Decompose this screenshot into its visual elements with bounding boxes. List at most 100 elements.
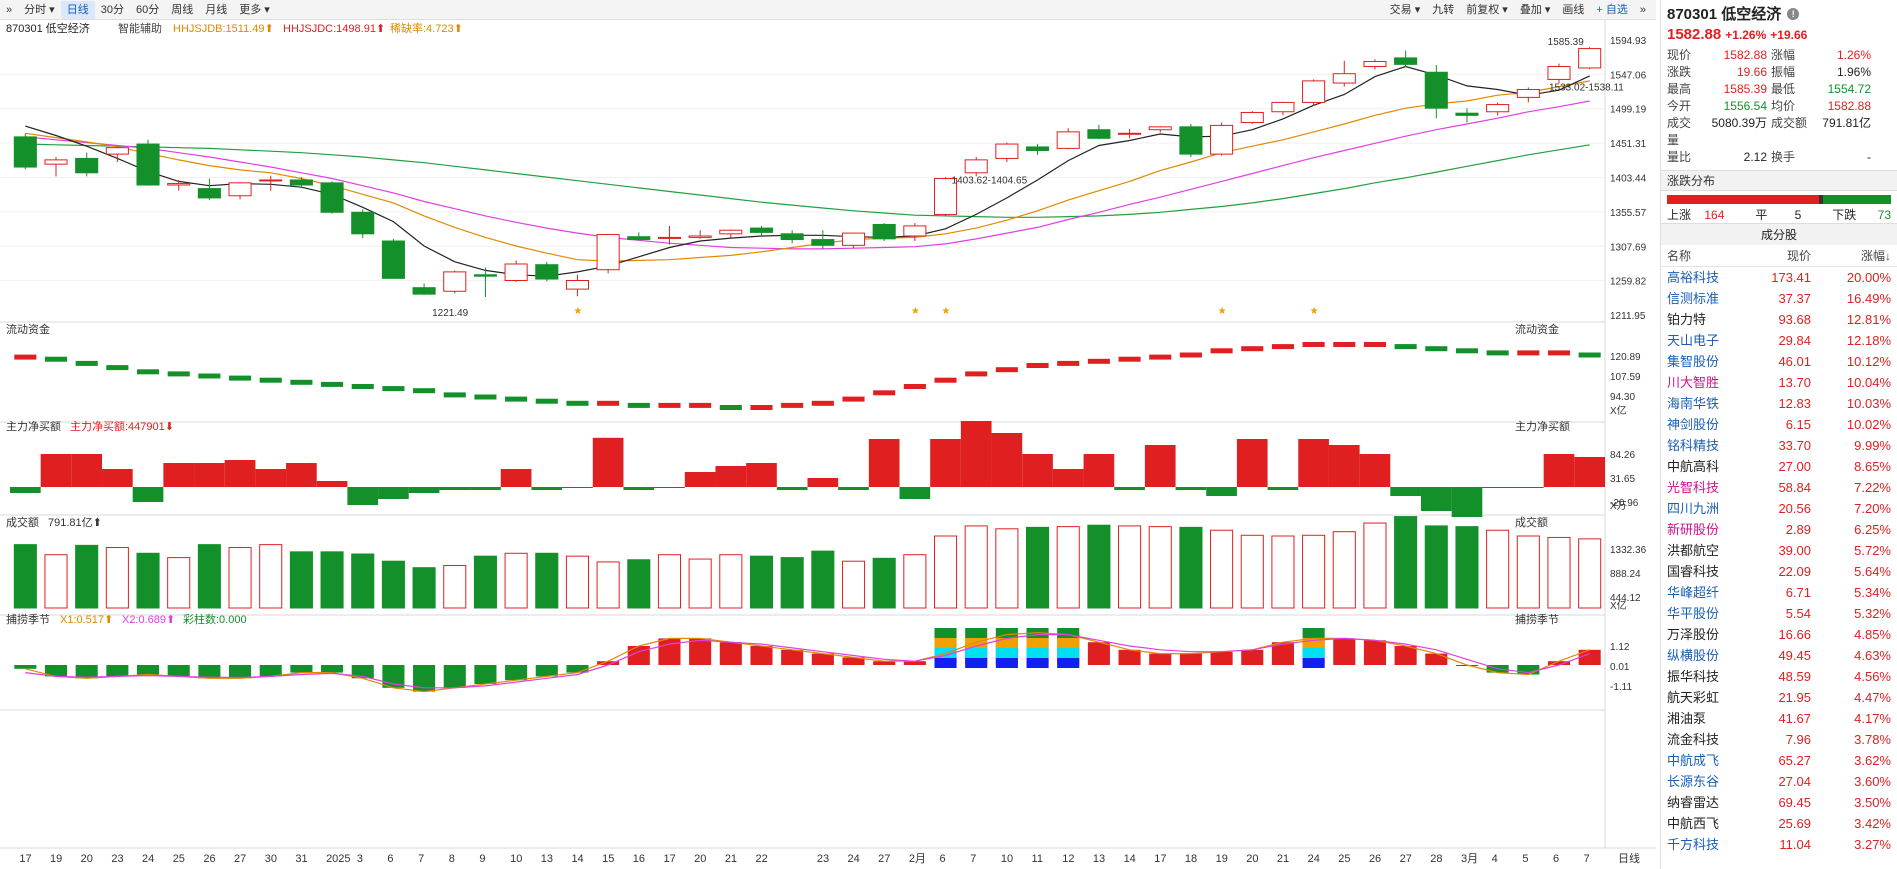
volume-bar [1486, 529, 1510, 609]
constituent-row[interactable]: 中航成飞 65.27 3.62% [1661, 750, 1897, 771]
tab-weekly[interactable]: 周线 [171, 3, 194, 16]
date-axis-label: 26 [203, 853, 215, 865]
constituent-row[interactable]: 华峰超纤 6.71 5.34% [1661, 582, 1897, 603]
constituent-name: 中航高科 [1667, 459, 1720, 474]
tab-daily[interactable]: 日线 [60, 0, 95, 19]
candle-body [504, 263, 528, 281]
constituent-name: 集智股份 [1667, 354, 1720, 369]
constituent-row[interactable]: 中航高科 27.00 8.65% [1661, 456, 1897, 477]
constituent-row[interactable]: 流金科技 7.96 3.78% [1661, 729, 1897, 750]
main-net-bar [408, 487, 440, 493]
info-icon[interactable]: ! [1787, 7, 1800, 20]
constituent-row[interactable]: 湘油泵 41.67 4.17% [1661, 708, 1897, 729]
date-axis-label: 4 [1492, 853, 1498, 865]
season-bar [229, 665, 252, 679]
date-axis-label: 7 [418, 853, 424, 865]
volume-bar [1118, 525, 1142, 609]
candle-body [780, 233, 804, 241]
constituent-name: 新研股份 [1667, 522, 1720, 537]
constituent-name: 信测标准 [1667, 291, 1720, 306]
constituent-row[interactable]: 新研股份 2.89 6.25% [1661, 519, 1897, 540]
constituent-row[interactable]: 海南华铁 12.83 10.03% [1661, 393, 1897, 414]
constituent-row[interactable]: 华平股份 5.54 5.32% [1661, 603, 1897, 624]
sub2-unit: X万 [1610, 501, 1627, 512]
volume-bar [1394, 516, 1418, 609]
constituent-name: 光智科技 [1667, 480, 1720, 495]
tab-30min[interactable]: 30分 [100, 3, 124, 16]
constituent-row[interactable]: 信测标准 37.37 16.49% [1661, 288, 1897, 309]
color-column [934, 638, 957, 648]
sub1-unit: X亿 [1610, 404, 1627, 417]
liquidity-bar [934, 377, 957, 383]
volume-bar [1363, 522, 1387, 609]
liquidity-bar [719, 405, 742, 410]
main-net-bar [838, 487, 869, 490]
constituent-row[interactable]: 集智股份 46.01 10.12% [1661, 351, 1897, 372]
date-axis-label: 11 [1032, 853, 1043, 865]
constituent-row[interactable]: 铂力特 93.68 12.81% [1661, 309, 1897, 330]
date-axis-end: 日线 [1618, 851, 1640, 865]
expand-icon[interactable]: » [1639, 4, 1646, 16]
constituent-row[interactable]: 万泽股份 16.66 4.85% [1661, 624, 1897, 645]
constituent-row[interactable]: 纵横股份 49.45 4.63% [1661, 645, 1897, 666]
constituent-row[interactable]: 振华科技 48.59 4.56% [1661, 666, 1897, 687]
constituent-name: 四川九洲 [1667, 501, 1720, 516]
constituent-row[interactable]: 四川九洲 20.56 7.20% [1661, 498, 1897, 519]
collapse-icon[interactable]: » [6, 3, 13, 16]
main-net-bar [930, 439, 961, 487]
kline-chart[interactable]: 870301 低空经济 智能辅助 HHJSJDB:1511.49⬆ HHJSJDC:1… [0, 20, 1656, 869]
date-axis-label: 23 [817, 853, 829, 865]
constituent-row[interactable]: 千方科技 11.04 3.27% [1661, 834, 1897, 855]
constituent-row[interactable]: 长源东谷 27.04 3.60% [1661, 771, 1897, 792]
trade-menu[interactable]: 交易 ▾ [1389, 4, 1421, 16]
constituent-row[interactable]: 洪都航空 39.00 5.72% [1661, 540, 1897, 561]
sub3-title: 成交额 [6, 515, 39, 529]
nine-turn-button[interactable]: 九转 [1432, 4, 1455, 16]
draw-line-button[interactable]: 画线 [1562, 4, 1585, 16]
date-axis-label: 13 [1093, 853, 1105, 865]
tab-more[interactable]: 更多 ▾ [239, 3, 270, 16]
date-axis-label: 8 [449, 853, 455, 865]
sub4-bars: 彩柱数:0.000 [183, 612, 247, 626]
season-bar [1118, 649, 1141, 665]
constituent-price: 12.83 [1778, 396, 1811, 411]
constituent-name: 海南华铁 [1667, 396, 1720, 411]
constituent-row[interactable]: 铭科精技 33.70 9.99% [1661, 435, 1897, 456]
season-bar [505, 665, 528, 681]
constituent-row[interactable]: 高裕科技 173.41 20.00% [1661, 267, 1897, 288]
overlay-menu[interactable]: 叠加 ▾ [1519, 4, 1551, 16]
volume-bar [841, 560, 866, 609]
constituent-row[interactable]: 中航西飞 25.69 3.42% [1661, 813, 1897, 834]
volume-bar [872, 557, 896, 609]
constituent-row[interactable]: 天山电子 29.84 12.18% [1661, 330, 1897, 351]
candle-body [841, 232, 866, 246]
add-watchlist-button[interactable]: + 自选 [1596, 4, 1628, 16]
price-axis-label: 1499.19 [1610, 105, 1647, 116]
constituent-row[interactable]: 光智科技 58.84 7.22% [1661, 477, 1897, 498]
constituent-row[interactable]: 国睿科技 22.09 5.64% [1661, 561, 1897, 582]
volume-bar [136, 552, 160, 609]
main-net-bar [316, 481, 348, 487]
constituent-change: 5.64% [1854, 564, 1891, 579]
candle-body [1394, 57, 1418, 65]
date-axis-label: 14 [571, 853, 583, 865]
constituent-row[interactable]: 神剑股份 6.15 10.02% [1661, 414, 1897, 435]
constituent-price: 6.15 [1785, 417, 1811, 432]
tab-intraday[interactable]: 分时 ▾ [24, 3, 55, 16]
constituent-row[interactable]: 纳睿雷达 69.45 3.50% [1661, 792, 1897, 813]
constituent-price: 41.67 [1778, 711, 1811, 726]
constituent-row[interactable]: 川大智胜 13.70 10.04% [1661, 372, 1897, 393]
volume-bar [1210, 529, 1234, 609]
tab-60min[interactable]: 60分 [135, 3, 160, 16]
candle-body [1424, 71, 1448, 109]
color-column [1026, 658, 1049, 668]
sub2-axis-label: 31.65 [1610, 474, 1635, 485]
sub2-value: 主力净买额:447901⬇ [70, 419, 174, 433]
adjust-menu[interactable]: 前复权 ▾ [1466, 4, 1508, 16]
liquidity-bar [14, 354, 37, 360]
constituent-row[interactable]: 航天彩虹 21.95 4.47% [1661, 687, 1897, 708]
season-bar [873, 661, 896, 665]
date-axis-label: 6 [387, 853, 393, 865]
tab-monthly[interactable]: 月线 [205, 3, 228, 16]
liquidity-bar [167, 371, 190, 377]
